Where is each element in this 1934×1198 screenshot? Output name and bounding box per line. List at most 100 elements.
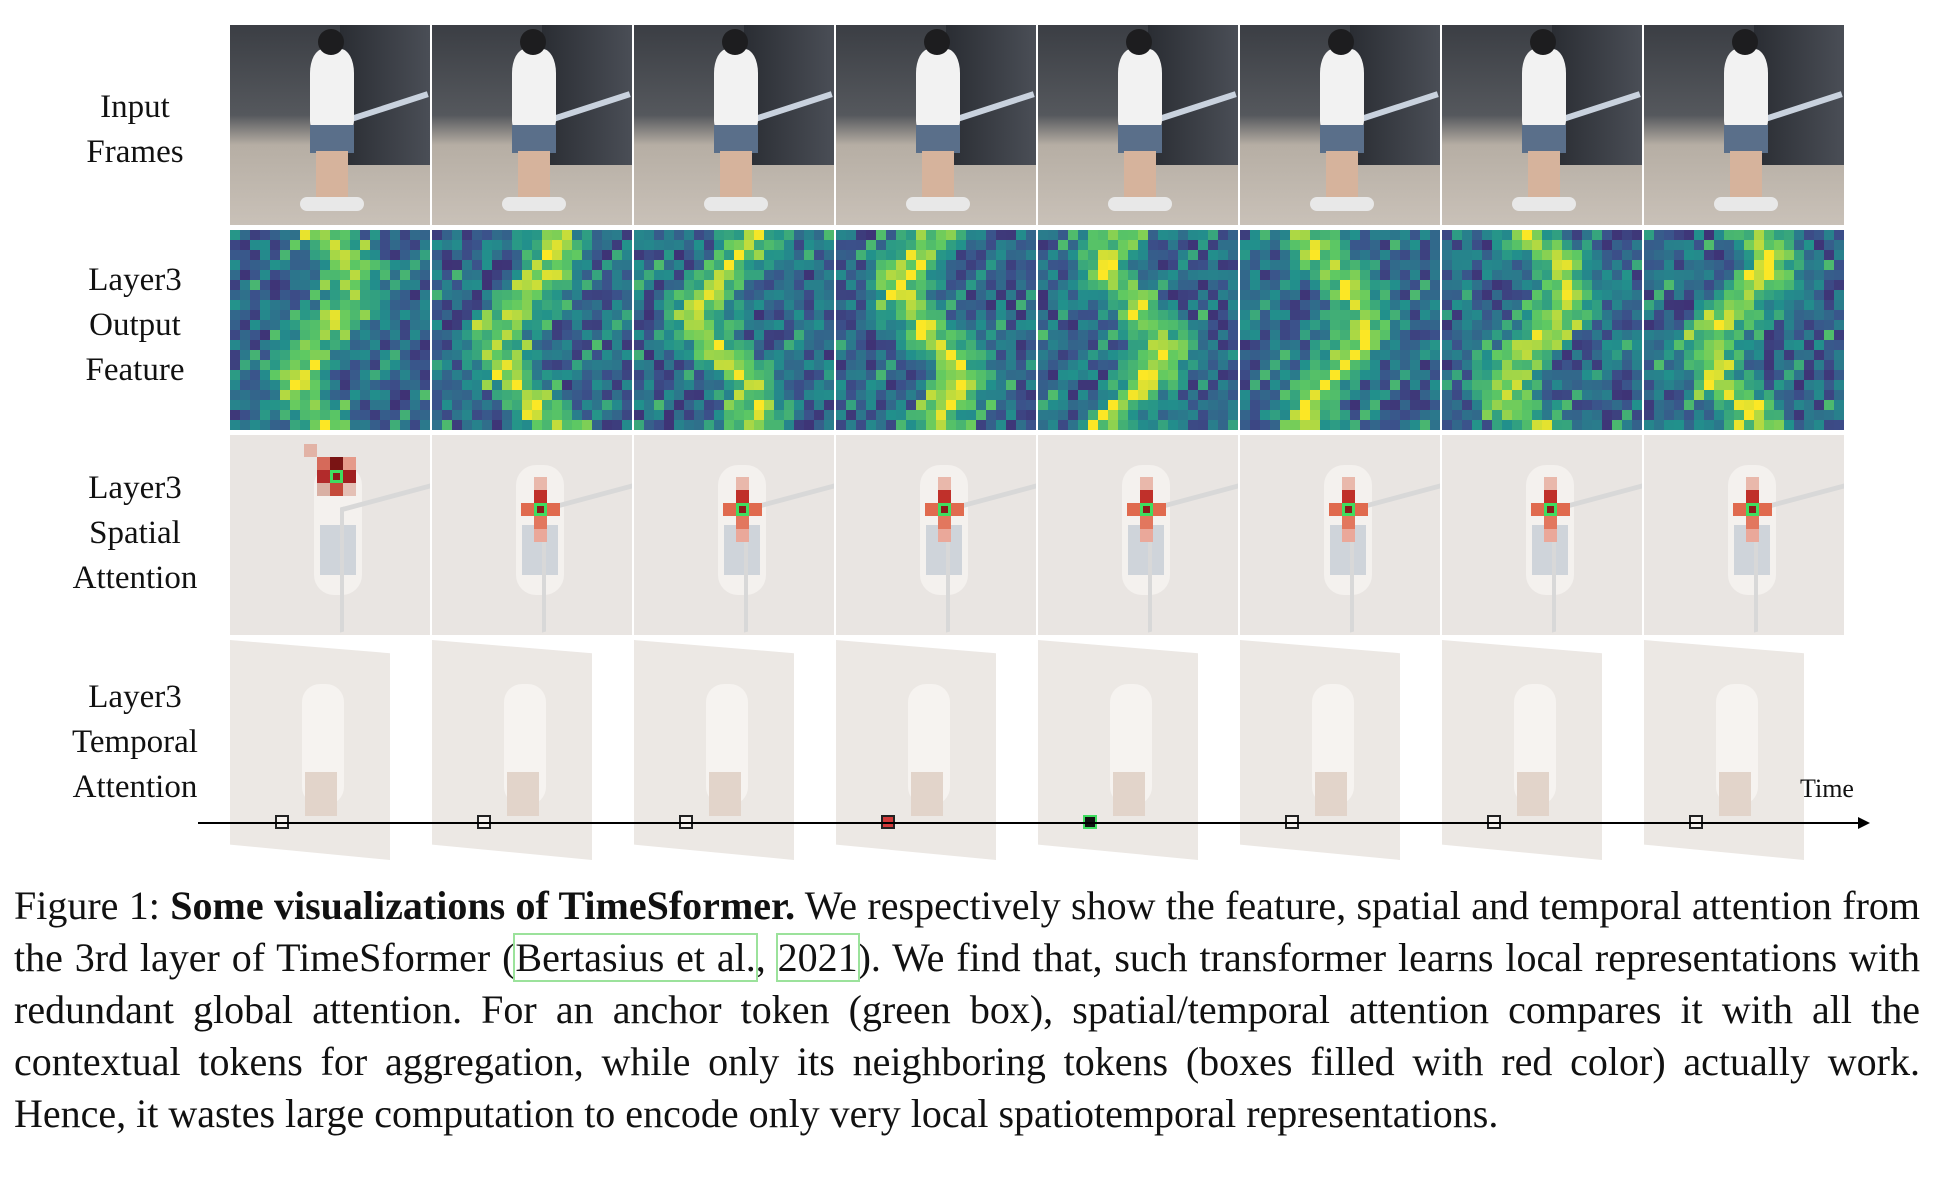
citation-author-link[interactable]: Bertasius et al. — [513, 933, 758, 982]
feature-cell — [532, 240, 543, 251]
feature-cell — [1430, 330, 1440, 341]
feature-cell — [1744, 290, 1755, 301]
feature-cell — [936, 350, 947, 361]
feature-cell — [330, 250, 341, 261]
feature-cell — [280, 340, 291, 351]
feature-cell — [572, 240, 583, 251]
feature-cell — [714, 350, 725, 361]
feature-cell — [896, 410, 907, 421]
feature-cell — [1410, 400, 1421, 411]
citation-year-link[interactable]: 2021 — [775, 933, 860, 982]
feature-cell — [1048, 300, 1059, 311]
feature-cell — [986, 380, 997, 391]
feature-cell — [744, 320, 755, 331]
feature-cell — [684, 320, 695, 331]
feature-cell — [250, 230, 261, 241]
feature-cell — [360, 410, 371, 421]
feature-cell — [1674, 260, 1685, 271]
feature-cell — [370, 260, 381, 271]
feature-cell — [452, 390, 463, 401]
feature-cell — [1694, 410, 1705, 421]
feature-cell — [1068, 420, 1079, 430]
feature-cell — [1632, 270, 1642, 281]
feature-cell — [926, 260, 937, 271]
feature-cell — [1400, 320, 1411, 331]
feature-cell — [1270, 310, 1281, 321]
feature-cell — [886, 380, 897, 391]
feature-cell — [622, 360, 632, 371]
feature-cell — [472, 320, 483, 331]
feature-cell — [360, 330, 371, 341]
feature-cell — [1420, 350, 1431, 361]
feature-cell — [512, 280, 523, 291]
feature-cell — [1098, 250, 1109, 261]
feature-cell — [1824, 380, 1835, 391]
feature-cell — [1674, 310, 1685, 321]
feature-cell — [502, 260, 513, 271]
feature-cell — [1834, 280, 1844, 291]
feature-cell — [572, 330, 583, 341]
feature-cell — [906, 310, 917, 321]
feature-cell — [1380, 330, 1391, 341]
feature-cell — [1724, 300, 1735, 311]
feature-cell — [602, 420, 613, 430]
feature-cell — [492, 360, 503, 371]
feature-cell — [684, 280, 695, 291]
feature-cell — [1472, 290, 1483, 301]
feature-cell — [370, 360, 381, 371]
feature-cell — [512, 390, 523, 401]
feature-cell — [240, 280, 251, 291]
feature-cell — [764, 300, 775, 311]
feature-cell — [482, 330, 493, 341]
feature-cell — [664, 310, 675, 321]
feature-cell — [1340, 240, 1351, 251]
feature-cell — [320, 350, 331, 361]
feature-cell — [1462, 320, 1473, 331]
feature-cell — [320, 260, 331, 271]
feature-cell — [432, 300, 443, 311]
frame-person — [1118, 49, 1162, 129]
feature-cell — [804, 320, 815, 331]
feature-cell — [846, 410, 857, 421]
feature-cell — [1502, 350, 1513, 361]
attention-cell — [1759, 503, 1772, 516]
feature-cell — [896, 300, 907, 311]
feature-cell — [866, 270, 877, 281]
feature-cell — [442, 370, 453, 381]
feature-cell — [462, 330, 473, 341]
feature-cell — [1168, 390, 1179, 401]
feature-cell — [482, 370, 493, 381]
feature-cell — [1208, 410, 1219, 421]
feature-cell — [1562, 410, 1573, 421]
feature-cell — [1148, 400, 1159, 411]
feature-cell — [492, 260, 503, 271]
feature-cell — [1340, 270, 1351, 281]
feature-cell — [1452, 340, 1463, 351]
feature-cell — [1360, 300, 1371, 311]
feature-cell — [1330, 350, 1341, 361]
feature-cell — [1472, 410, 1483, 421]
feature-cell — [462, 290, 473, 301]
feature-cell — [1128, 230, 1139, 241]
feature-cell — [380, 410, 391, 421]
feature-cell — [522, 310, 533, 321]
feature-cell — [846, 260, 857, 271]
feature-cell — [1390, 350, 1401, 361]
feature-cell — [462, 320, 473, 331]
feature-cell — [1824, 250, 1835, 261]
feature-cell — [926, 330, 937, 341]
feature-cell — [522, 360, 533, 371]
feature-cell — [1178, 390, 1189, 401]
feature-cell — [876, 240, 887, 251]
feature-cell — [1310, 290, 1321, 301]
feature-cell — [582, 270, 593, 281]
feature-cell — [482, 360, 493, 371]
feature-cell — [1088, 290, 1099, 301]
feature-cell — [764, 330, 775, 341]
feature-cell — [400, 400, 411, 411]
feature-cell — [784, 370, 795, 381]
feature-cell — [986, 260, 997, 271]
feature-cell — [664, 400, 675, 411]
feature-cell — [1228, 400, 1238, 411]
feature-cell — [1462, 240, 1473, 251]
